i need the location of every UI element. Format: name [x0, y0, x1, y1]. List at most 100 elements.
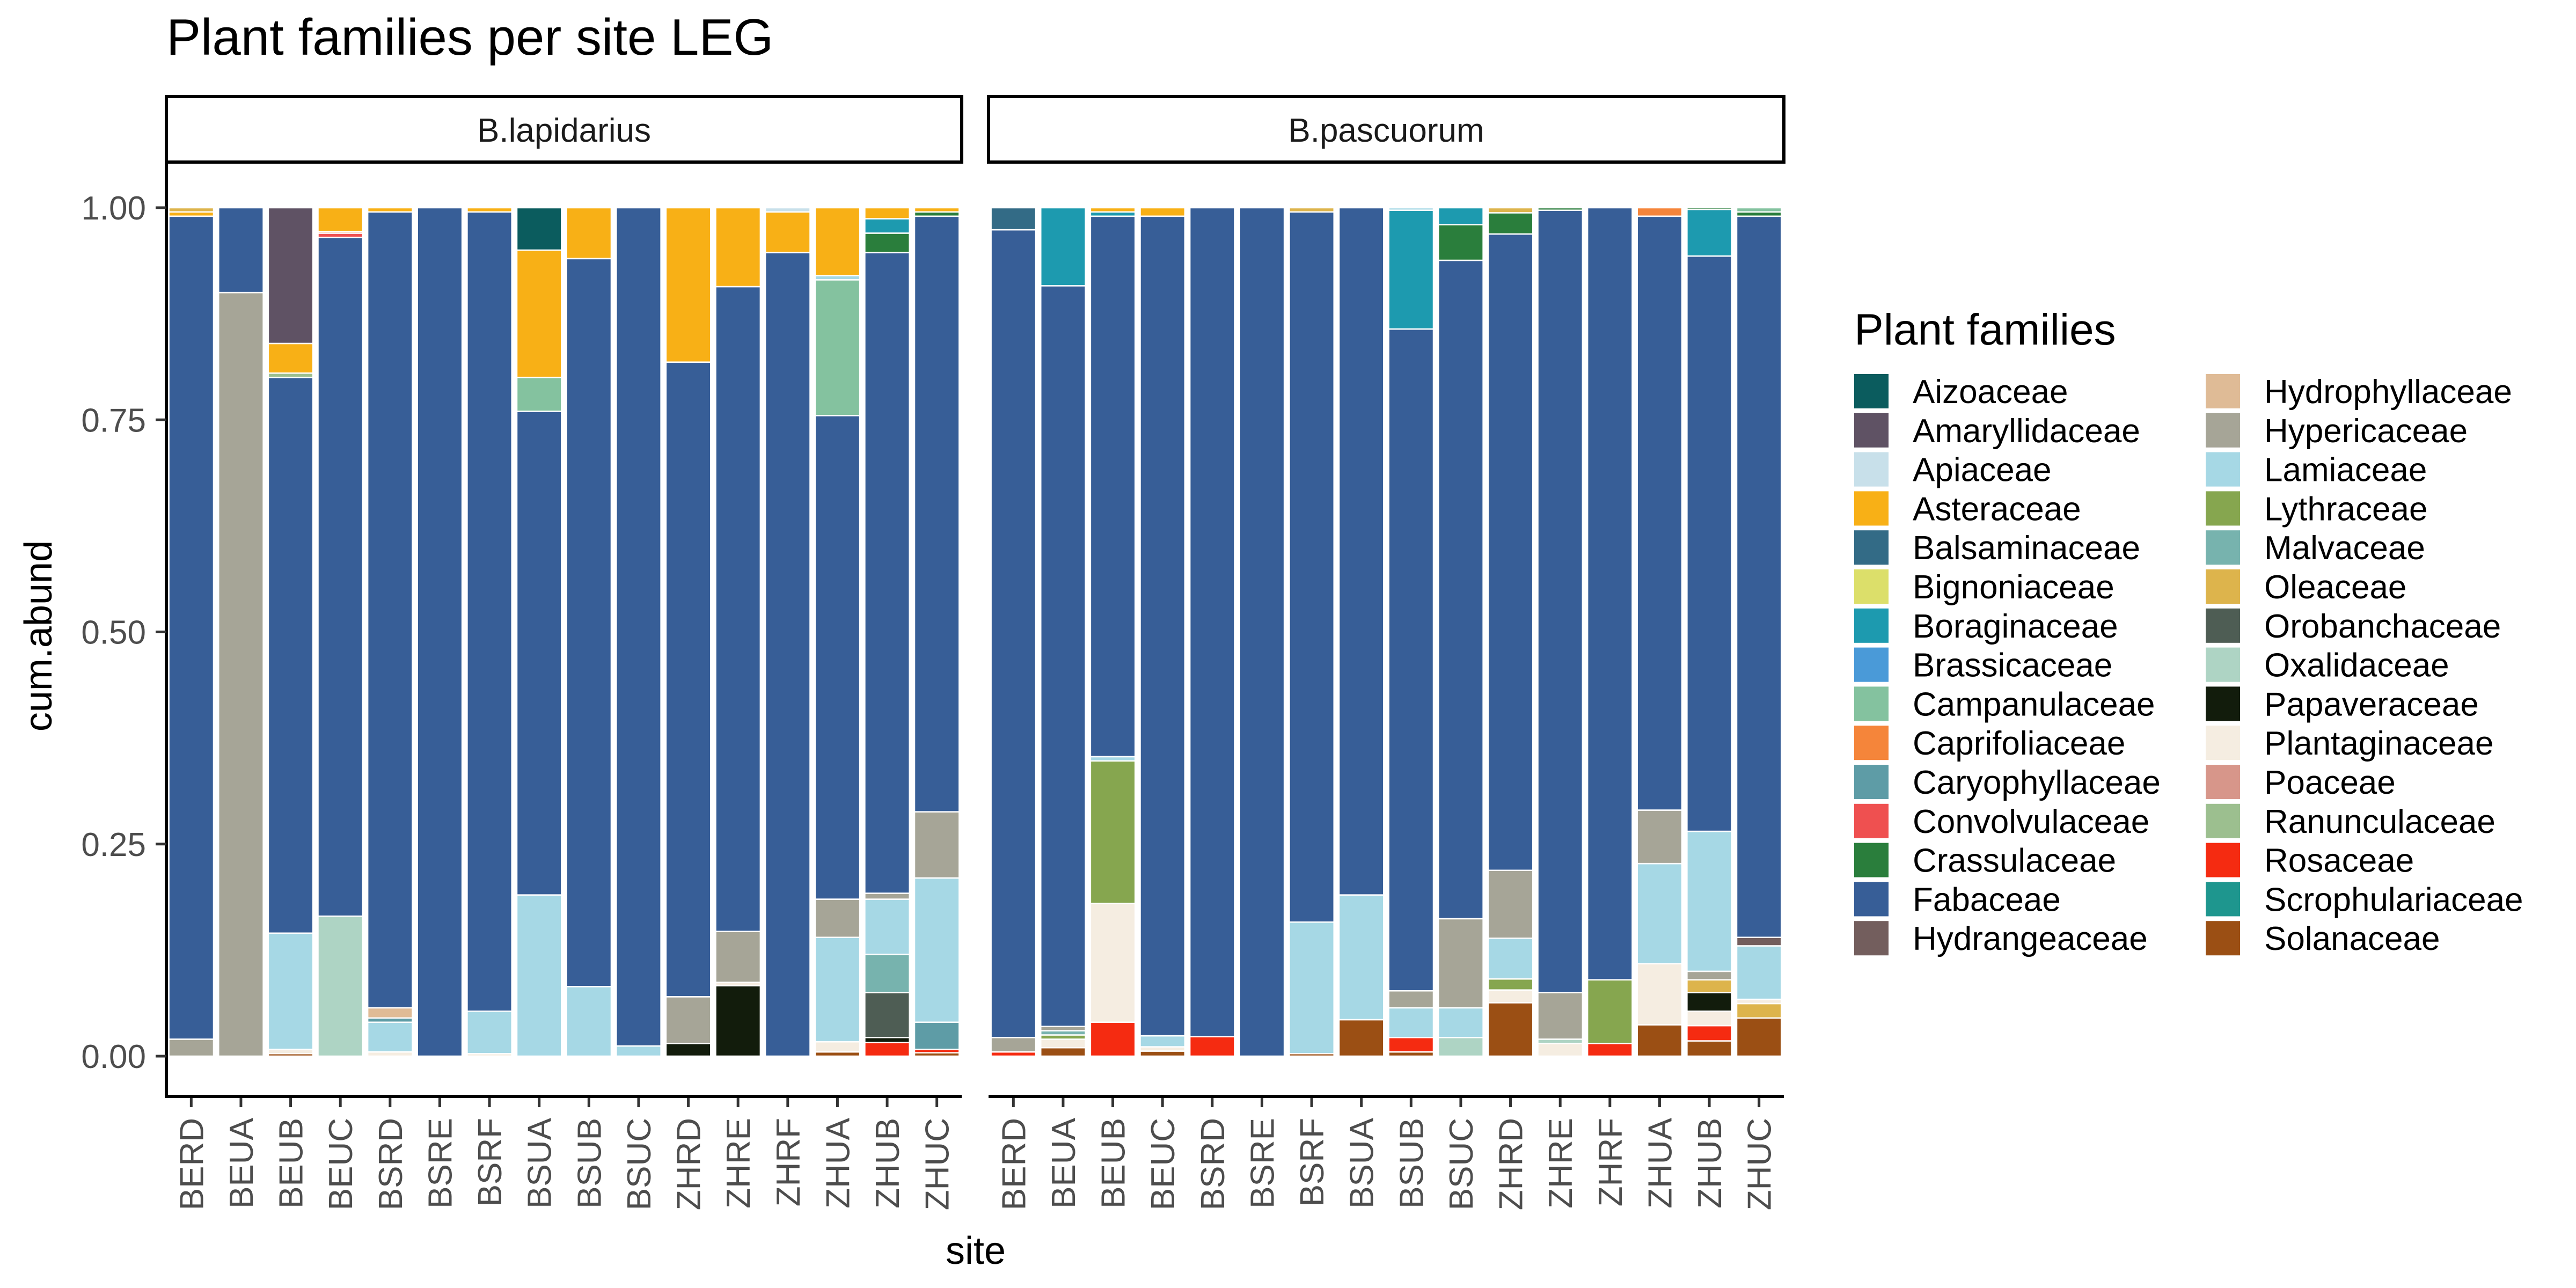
legend-item-Oxalidaceae: Oxalidaceae	[2206, 647, 2449, 684]
bar-segment-Plantaginaceae	[1537, 1043, 1584, 1057]
bar-segment-Fabaceae	[566, 258, 612, 987]
x-tick-label: BEUA	[1045, 1117, 1082, 1208]
legend-label: Fabaceae	[1913, 881, 2061, 918]
bar-segment-Hypericaceae	[1686, 970, 1732, 980]
legend-label: Hydrangeaceae	[1913, 920, 2148, 957]
legend-item-Convolvulaceae: Convolvulaceae	[1854, 803, 2149, 840]
bar-segment-Lamiaceae	[1736, 945, 1782, 1000]
legend-item-Lythraceae: Lythraceae	[2206, 491, 2427, 528]
bar-segment-Crassulaceae	[1487, 212, 1534, 235]
bar-segment-Lamiaceae	[1139, 1035, 1186, 1048]
legend-label: Plantaginaceae	[2264, 725, 2493, 762]
x-tick-label: BERD	[173, 1118, 210, 1210]
x-tick-label: BSUB	[1393, 1118, 1430, 1209]
bar-segment-Hypericaceae	[1487, 869, 1534, 939]
bar-segment-Rosaceae	[1586, 1043, 1633, 1057]
legend-label: Hypericaceae	[2264, 413, 2468, 450]
legend-key	[1854, 882, 1889, 917]
bar-segment-Fabaceae	[1487, 233, 1534, 872]
bar-segment-Fabaceae	[218, 207, 264, 294]
bar-segment-Solanaceae	[1636, 1024, 1683, 1057]
legend-label: Lythraceae	[2264, 491, 2427, 528]
bar-BSRE	[416, 207, 463, 1057]
bar-segment-Oleaceae	[168, 207, 215, 213]
legend-key	[1854, 413, 1889, 448]
bar-segment-Papaveraceae	[715, 985, 762, 1057]
bar-segment-Fabaceae	[1438, 259, 1484, 920]
legend-key	[1854, 921, 1889, 956]
bar-segment-Fabaceae	[1537, 209, 1584, 993]
bar-segment-Oxalidaceae	[1438, 1036, 1484, 1057]
bar-segment-Rosaceae	[864, 1042, 910, 1057]
bar-segment-Hypericaceae	[715, 931, 762, 983]
legend-label: Bignoniaceae	[1913, 569, 2114, 606]
bar-segment-Hypericaceae	[1636, 809, 1683, 865]
bar-segment-Crassulaceae	[1537, 207, 1584, 211]
legend-key	[1854, 726, 1889, 760]
bar-segment-Crassulaceae	[1438, 224, 1484, 261]
legend-key	[2206, 608, 2240, 643]
legend-label: Scrophulariaceae	[2264, 881, 2523, 918]
bar-ZHRD	[665, 207, 712, 1057]
x-tick-label: BSUA	[1344, 1117, 1381, 1208]
legend-key	[1854, 608, 1889, 643]
bar-segment-Fabaceae	[1040, 285, 1086, 1027]
bar-segment-Boraginaceae	[1438, 207, 1484, 225]
x-tick-label: ZHRD	[1493, 1118, 1530, 1210]
facet-panel-B.lapidarius: B.lapidarius BERD BEUA BEUB BEUC BSRD BSRE BSRF…	[165, 95, 963, 1210]
legend-item-Lamiaceae: Lamiaceae	[2206, 452, 2427, 489]
bar-segment-Fabaceae	[1586, 207, 1633, 980]
legend-label: Asteraceae	[1913, 491, 2081, 528]
bar-segment-Lamiaceae	[1388, 1007, 1435, 1038]
bar-segment-Hypericaceae	[168, 1038, 215, 1057]
legend-label: Brassicaceae	[1913, 647, 2112, 684]
bar-segment-Solanaceae	[1040, 1046, 1086, 1057]
bar-segment-Asteraceae	[715, 207, 762, 288]
bar-segment-Lamiaceae	[1388, 207, 1435, 211]
bar-segment-Lamiaceae	[466, 1010, 513, 1055]
bar-segment-Asteraceae	[665, 207, 712, 363]
bar-segment-Campanulaceae	[1736, 207, 1782, 213]
bar-segment-Asteraceae	[267, 342, 314, 374]
bar-segment-Hypericaceae	[1388, 990, 1435, 1009]
bar-BERD	[168, 207, 215, 1057]
facet-panel-B.pascuorum: B.pascuorum BERD BEUA BEUB BEUC BSRD BSRE BSRF B…	[987, 95, 1785, 1210]
bar-segment-Plantaginaceae	[1089, 903, 1136, 1023]
bar-segment-Asteraceae	[367, 207, 413, 213]
bar-segment-Caprifoliaceae	[1636, 207, 1683, 217]
legend-item-Plantaginaceae: Plantaginaceae	[2206, 725, 2493, 762]
bar-segment-Crassulaceae	[1686, 207, 1732, 210]
legend-label: Lamiaceae	[2264, 452, 2427, 489]
y-axis-label: cum.abund	[17, 540, 60, 731]
x-tick-label: ZHUA	[1642, 1117, 1679, 1208]
facet-strip-label: B.lapidarius	[477, 112, 651, 149]
bar-segment-Lamiaceae	[566, 986, 612, 1057]
legend-key	[2206, 374, 2240, 408]
legend-key	[2206, 413, 2240, 448]
x-tick-label: BERD	[996, 1118, 1033, 1210]
bar-segment-Lamiaceae	[1438, 1007, 1484, 1038]
legend-label: Solanaceae	[2264, 920, 2440, 957]
legend-label: Caprifoliaceae	[1913, 725, 2125, 762]
legend-key	[2206, 530, 2240, 565]
bar-ZHRF	[1586, 207, 1633, 1057]
bar-ZHRE	[1537, 207, 1584, 1057]
bar-segment-Hypericaceae	[864, 892, 910, 900]
bar-segment-Asteraceae	[516, 249, 562, 378]
bar-segment-Asteraceae	[1139, 207, 1186, 217]
bar-segment-Fabaceae	[764, 252, 811, 1057]
bar-ZHRD	[1487, 207, 1534, 1057]
bar-segment-Fabaceae	[814, 415, 861, 900]
legend-key	[2206, 491, 2240, 526]
bar-BSUC	[1438, 207, 1484, 1057]
legend-item-Malvaceae: Malvaceae	[2206, 530, 2425, 567]
bar-segment-Fabaceae	[1636, 215, 1683, 811]
legend-key	[2206, 803, 2240, 838]
bar-segment-Aizoaceae	[516, 207, 562, 251]
legend-item-Poaceae: Poaceae	[2206, 764, 2396, 801]
bar-ZHUB	[1686, 207, 1732, 1057]
bar-segment-Lamiaceae	[367, 1021, 413, 1053]
bar-segment-Solanaceae	[1338, 1019, 1385, 1057]
chart-title: Plant families per site LEG	[166, 9, 773, 66]
x-tick-label: ZHUB	[1692, 1118, 1729, 1209]
